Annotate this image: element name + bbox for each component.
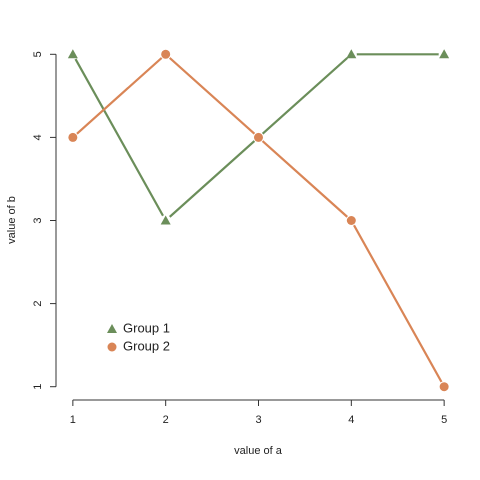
data-point — [254, 132, 263, 142]
data-point — [161, 49, 171, 59]
data-point — [346, 49, 357, 59]
y-tick-label: 2 — [32, 301, 44, 307]
x-tick-label: 3 — [255, 414, 261, 426]
data-point — [67, 49, 78, 59]
x-tick-label: 2 — [163, 414, 169, 426]
data-point — [439, 49, 450, 59]
legend-label: Group 2 — [123, 338, 170, 353]
x-axis-label: value of a — [234, 445, 283, 457]
x-tick-label: 5 — [441, 414, 447, 426]
data-point — [68, 132, 78, 142]
data-point — [346, 216, 356, 225]
y-tick-label: 5 — [32, 51, 44, 57]
data-point — [160, 215, 171, 225]
legend-marker — [107, 342, 117, 352]
x-tick-label: 1 — [70, 414, 76, 426]
data-point — [439, 382, 449, 392]
x-tick-label: 4 — [348, 414, 354, 426]
y-tick-label: 4 — [32, 134, 44, 140]
legend-label: Group 1 — [123, 320, 170, 335]
y-tick-label: 3 — [32, 217, 44, 223]
legend-marker — [107, 324, 117, 333]
y-axis-label: value of b — [6, 196, 18, 244]
series-line — [72, 52, 446, 388]
y-tick-label: 1 — [32, 384, 44, 390]
